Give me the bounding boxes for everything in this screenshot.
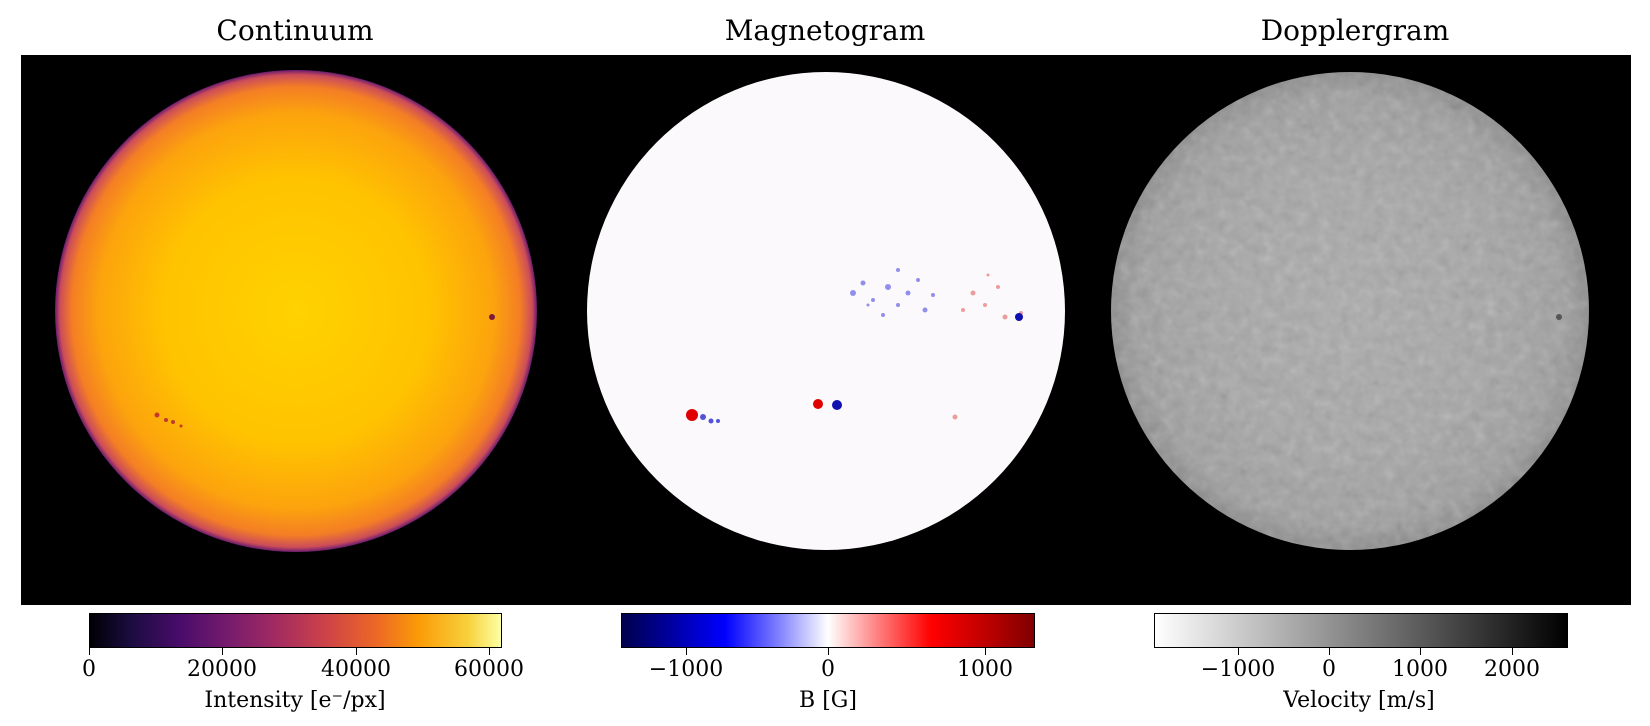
sunspot [1556,314,1562,320]
sunspot [489,314,495,320]
colorbar-tick-label: 0 [821,657,835,682]
dopplergram-colorbar [1154,613,1568,648]
sunspot [154,412,160,418]
continuum-image [21,55,553,605]
continuum-colorbar [89,613,502,648]
colorbar-tick-label: −1000 [648,657,724,682]
colorbar-tick [828,648,829,655]
colorbar-tick [1238,648,1239,655]
colorbar-tick-label: 60000 [454,657,524,682]
magnetogram-image [553,55,1085,605]
colorbar-tick [489,648,490,655]
colorbar-tick-label: 1000 [957,657,1013,682]
colorbar-tick-label: 20000 [187,657,257,682]
colorbar-tick [985,648,986,655]
colorbar-tick-label: 0 [1322,657,1336,682]
magnetogram-colorbar [621,613,1035,648]
solar-disk [587,72,1065,550]
strong-positive-spot [813,399,823,409]
colorbar-tick [1329,648,1330,655]
strong-negative-spot [1015,313,1023,321]
colorbar-tick-label: −1000 [1200,657,1276,682]
continuum-title: Continuum [216,14,374,47]
magnetogram-title: Magnetogram [724,14,926,47]
strong-negative-spot [832,400,842,410]
weak-positive-spot [952,414,958,420]
negative-polarity-region [850,268,935,317]
colorbar-tick [1420,648,1421,655]
strong-positive-spot [686,409,698,421]
solar-disk [55,70,537,552]
colorbar-tick-label: 40000 [321,657,391,682]
colorbar-label: Intensity [e⁻/px] [204,688,386,713]
colorbar-tick-label: 1000 [1392,657,1448,682]
colorbar-tick [89,648,90,655]
dopplergram-image [1085,55,1631,605]
colorbar-tick-label: 2000 [1484,657,1540,682]
negative-polarity-region [700,414,720,424]
colorbar-label: Velocity [m/s] [1283,688,1435,713]
colorbar-tick-label: 0 [82,657,96,682]
colorbar-tick [1512,648,1513,655]
colorbar-tick [686,648,687,655]
sunspot [171,420,175,424]
colorbar-tick [222,648,223,655]
positive-polarity-region [961,273,1023,320]
colorbar-label: B [G] [799,688,857,713]
dopplergram-title: Dopplergram [1260,14,1450,47]
sunspot [179,424,183,428]
sunspot [164,418,168,422]
colorbar-tick [356,648,357,655]
